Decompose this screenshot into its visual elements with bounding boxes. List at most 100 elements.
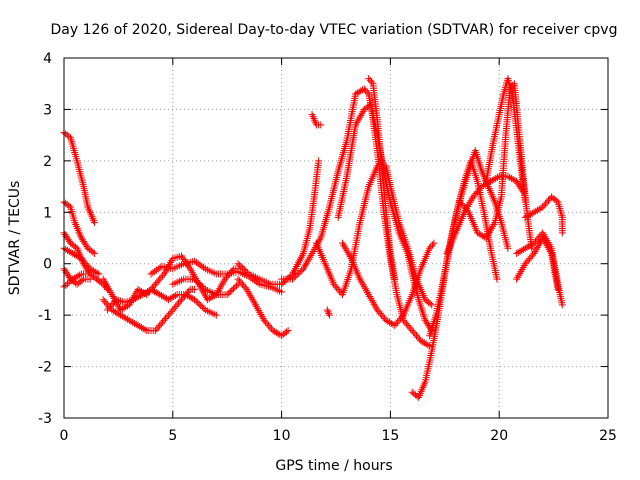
series-trace-s <box>365 75 399 283</box>
data-point <box>160 316 168 324</box>
data-point <box>104 306 112 314</box>
data-point <box>156 321 164 329</box>
series-trace-l <box>234 275 292 340</box>
data-point <box>398 313 406 321</box>
x-tick-label: 15 <box>381 428 399 444</box>
data-point <box>197 281 205 289</box>
series-trace-t <box>339 239 438 329</box>
data-point <box>523 258 531 266</box>
data-point <box>82 260 90 268</box>
data-point <box>106 303 114 311</box>
data-point <box>200 305 208 313</box>
data-point <box>237 279 245 287</box>
data-point <box>379 313 387 321</box>
data-point <box>159 318 167 326</box>
data-point <box>179 294 187 302</box>
data-point <box>401 318 409 326</box>
data-point <box>378 311 386 319</box>
data-point <box>493 275 501 283</box>
data-point <box>521 260 529 268</box>
data-point <box>192 297 200 305</box>
data-point <box>296 268 304 276</box>
data-point <box>324 308 332 316</box>
y-tick-label: -1 <box>38 308 52 324</box>
data-point <box>154 323 162 331</box>
data-point <box>430 239 438 247</box>
data-point <box>233 282 241 290</box>
data-point <box>295 269 303 277</box>
data-point <box>231 283 239 291</box>
series-trace-h <box>99 285 199 335</box>
data-point <box>397 315 405 323</box>
data-point <box>527 253 535 261</box>
data-point <box>545 196 553 204</box>
data-point <box>154 277 162 285</box>
data-point <box>530 239 538 247</box>
data-point <box>191 285 199 293</box>
series-trace-aa <box>513 234 562 293</box>
data-point <box>366 76 374 84</box>
data-point <box>171 292 179 300</box>
data-point <box>173 301 181 309</box>
axis-ticks: 0 5 10 15 20 25 -3 -2 -1 0 1 2 3 4 <box>38 51 617 444</box>
data-point <box>109 299 117 307</box>
series-trace-ab <box>521 193 566 237</box>
data-point <box>410 328 418 336</box>
data-point <box>395 316 403 324</box>
data-point <box>472 189 480 197</box>
data-point <box>315 157 323 165</box>
data-point <box>198 282 206 290</box>
data-point <box>252 278 260 286</box>
data-point <box>176 297 184 305</box>
data-point <box>194 278 202 286</box>
data-point <box>405 323 413 331</box>
data-point <box>240 266 248 274</box>
data-point <box>226 288 234 296</box>
data-point <box>198 303 206 311</box>
data-point <box>170 304 178 312</box>
data-point <box>156 264 164 272</box>
x-tick-label: 25 <box>599 428 617 444</box>
data-point <box>141 326 149 334</box>
data-point <box>402 320 410 328</box>
data-point <box>80 258 88 266</box>
data-point <box>196 261 204 269</box>
data-point <box>376 309 384 317</box>
data-point <box>195 300 203 308</box>
series-trace-q <box>312 162 436 309</box>
x-tick-label: 5 <box>168 428 177 444</box>
series-trace-k <box>169 275 242 299</box>
data-point <box>63 280 71 288</box>
data-point <box>428 301 436 309</box>
data-point <box>197 302 205 310</box>
data-point <box>195 280 203 288</box>
chart-title: Day 126 of 2020, Sidereal Day-to-day VTE… <box>51 22 618 38</box>
data-point <box>147 270 155 278</box>
data-point <box>290 274 298 282</box>
data-point <box>242 267 250 275</box>
data-point <box>157 273 165 281</box>
data-point <box>404 321 412 329</box>
data-point <box>558 229 566 237</box>
data-point <box>428 241 436 249</box>
data-point <box>175 299 183 307</box>
data-point <box>391 321 399 329</box>
data-point <box>159 272 167 280</box>
data-point <box>200 284 208 292</box>
data-point <box>222 273 230 281</box>
data-point <box>151 267 159 275</box>
data-point <box>162 315 170 323</box>
data-point <box>164 311 172 319</box>
data-point <box>234 260 242 268</box>
data-point <box>391 275 399 283</box>
data-point <box>167 308 175 316</box>
data-point <box>375 308 383 316</box>
data-point <box>473 188 481 196</box>
grid-lines <box>64 58 608 418</box>
data-point <box>292 272 300 280</box>
data-point <box>360 85 368 93</box>
data-point <box>462 205 470 213</box>
data-point <box>243 269 251 277</box>
data-point <box>166 309 174 317</box>
series-trace-o <box>308 111 325 129</box>
